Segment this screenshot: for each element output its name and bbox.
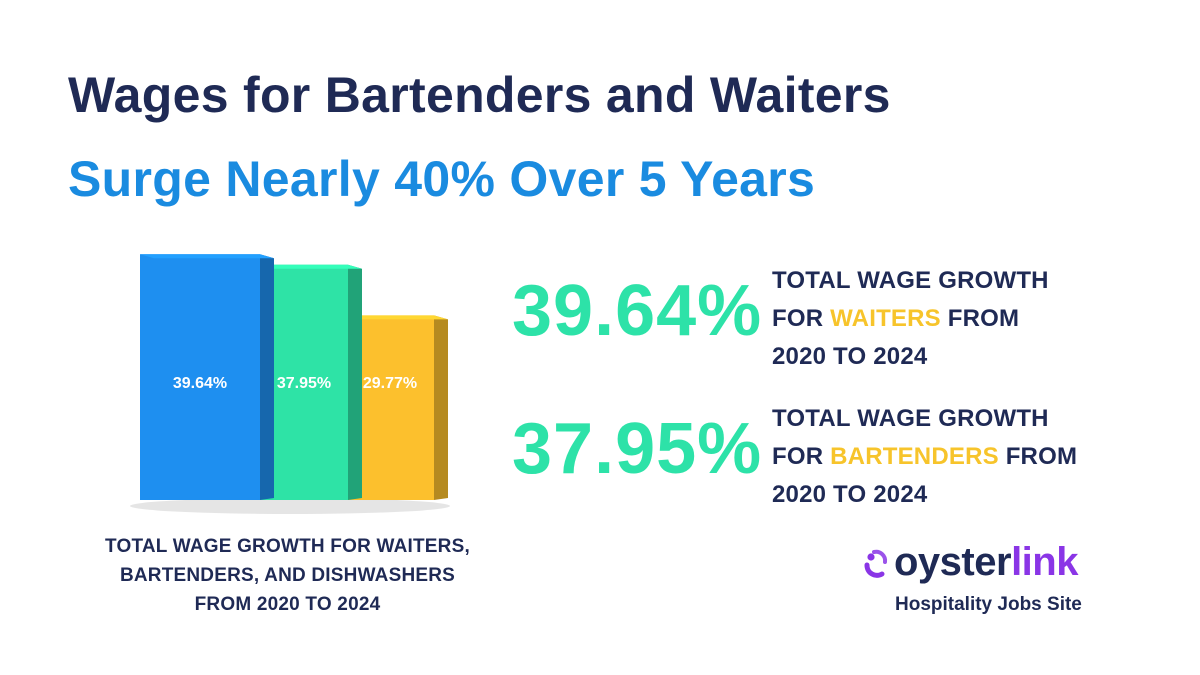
bar-1 xyxy=(140,254,274,500)
stat-desc-line-2: FOR WAITERS FROM xyxy=(772,300,1049,338)
stat-highlight-waiters: WAITERS xyxy=(830,305,941,332)
brand-name: oysterlink xyxy=(894,540,1078,585)
brand-tagline: Hospitality Jobs Site xyxy=(895,594,1082,615)
oysterlink-logo: oysterlink Hospitality Jobs Site xyxy=(862,540,1122,622)
bar-2 xyxy=(260,264,362,500)
bar-ground-shadow xyxy=(130,498,450,514)
brand-name-part-2: link xyxy=(1011,540,1078,584)
stat-desc-line-1: TOTAL WAGE GROWTH xyxy=(772,405,1049,432)
chart-caption-line-1: TOTAL WAGE GROWTH FOR WAITERS, xyxy=(105,536,470,557)
stat-desc-line-3: 2020 TO 2024 xyxy=(772,481,928,508)
bar-value-label-1: 39.64% xyxy=(173,375,227,392)
bar-value-label-3: 29.77% xyxy=(363,375,417,392)
headline-line-1: Wages for Bartenders and Waiters xyxy=(68,67,891,123)
brand-name-part-1: oyster xyxy=(894,540,1012,584)
oysterlink-logo-icon xyxy=(864,549,888,578)
stat-desc-line-2: FOR BARTENDERS FROM xyxy=(772,438,1077,476)
stat-desc-pre: FOR xyxy=(772,305,831,332)
stat-bartenders: 37.95% TOTAL WAGE GROWTH FOR BARTENDERS … xyxy=(512,400,1152,520)
bar-value-label-2: 37.95% xyxy=(277,375,331,392)
chart-caption-line-2: BARTENDERS, AND DISHWASHERS xyxy=(119,565,456,586)
stat-desc-line-3: 2020 TO 2024 xyxy=(772,343,928,370)
stat-value-bartenders: 37.95% xyxy=(512,409,763,489)
stat-desc-pre: FOR xyxy=(772,443,831,470)
stat-desc-post: FROM xyxy=(998,443,1078,470)
stat-value-waiters: 39.64% xyxy=(512,271,763,351)
wage-growth-bar-chart: 29.77% 37.95% 39.64% xyxy=(130,254,450,514)
stat-desc-post: FROM xyxy=(940,305,1020,332)
chart-caption-line-3: FROM 2020 TO 2024 xyxy=(194,594,381,615)
stat-highlight-bartenders: BARTENDERS xyxy=(830,443,999,470)
stat-description-bartenders: TOTAL WAGE GROWTH FOR BARTENDERS FROM 20… xyxy=(772,400,1077,514)
chart-caption: TOTAL WAGE GROWTH FOR WAITERS, BARTENDER… xyxy=(60,532,515,619)
headline-line-2: Surge Nearly 40% Over 5 Years xyxy=(68,151,816,207)
stat-desc-line-1: TOTAL WAGE GROWTH xyxy=(772,267,1049,294)
stat-description-waiters: TOTAL WAGE GROWTH FOR WAITERS FROM 2020 … xyxy=(772,262,1049,376)
stat-waiters: 39.64% TOTAL WAGE GROWTH FOR WAITERS FRO… xyxy=(512,262,1152,382)
